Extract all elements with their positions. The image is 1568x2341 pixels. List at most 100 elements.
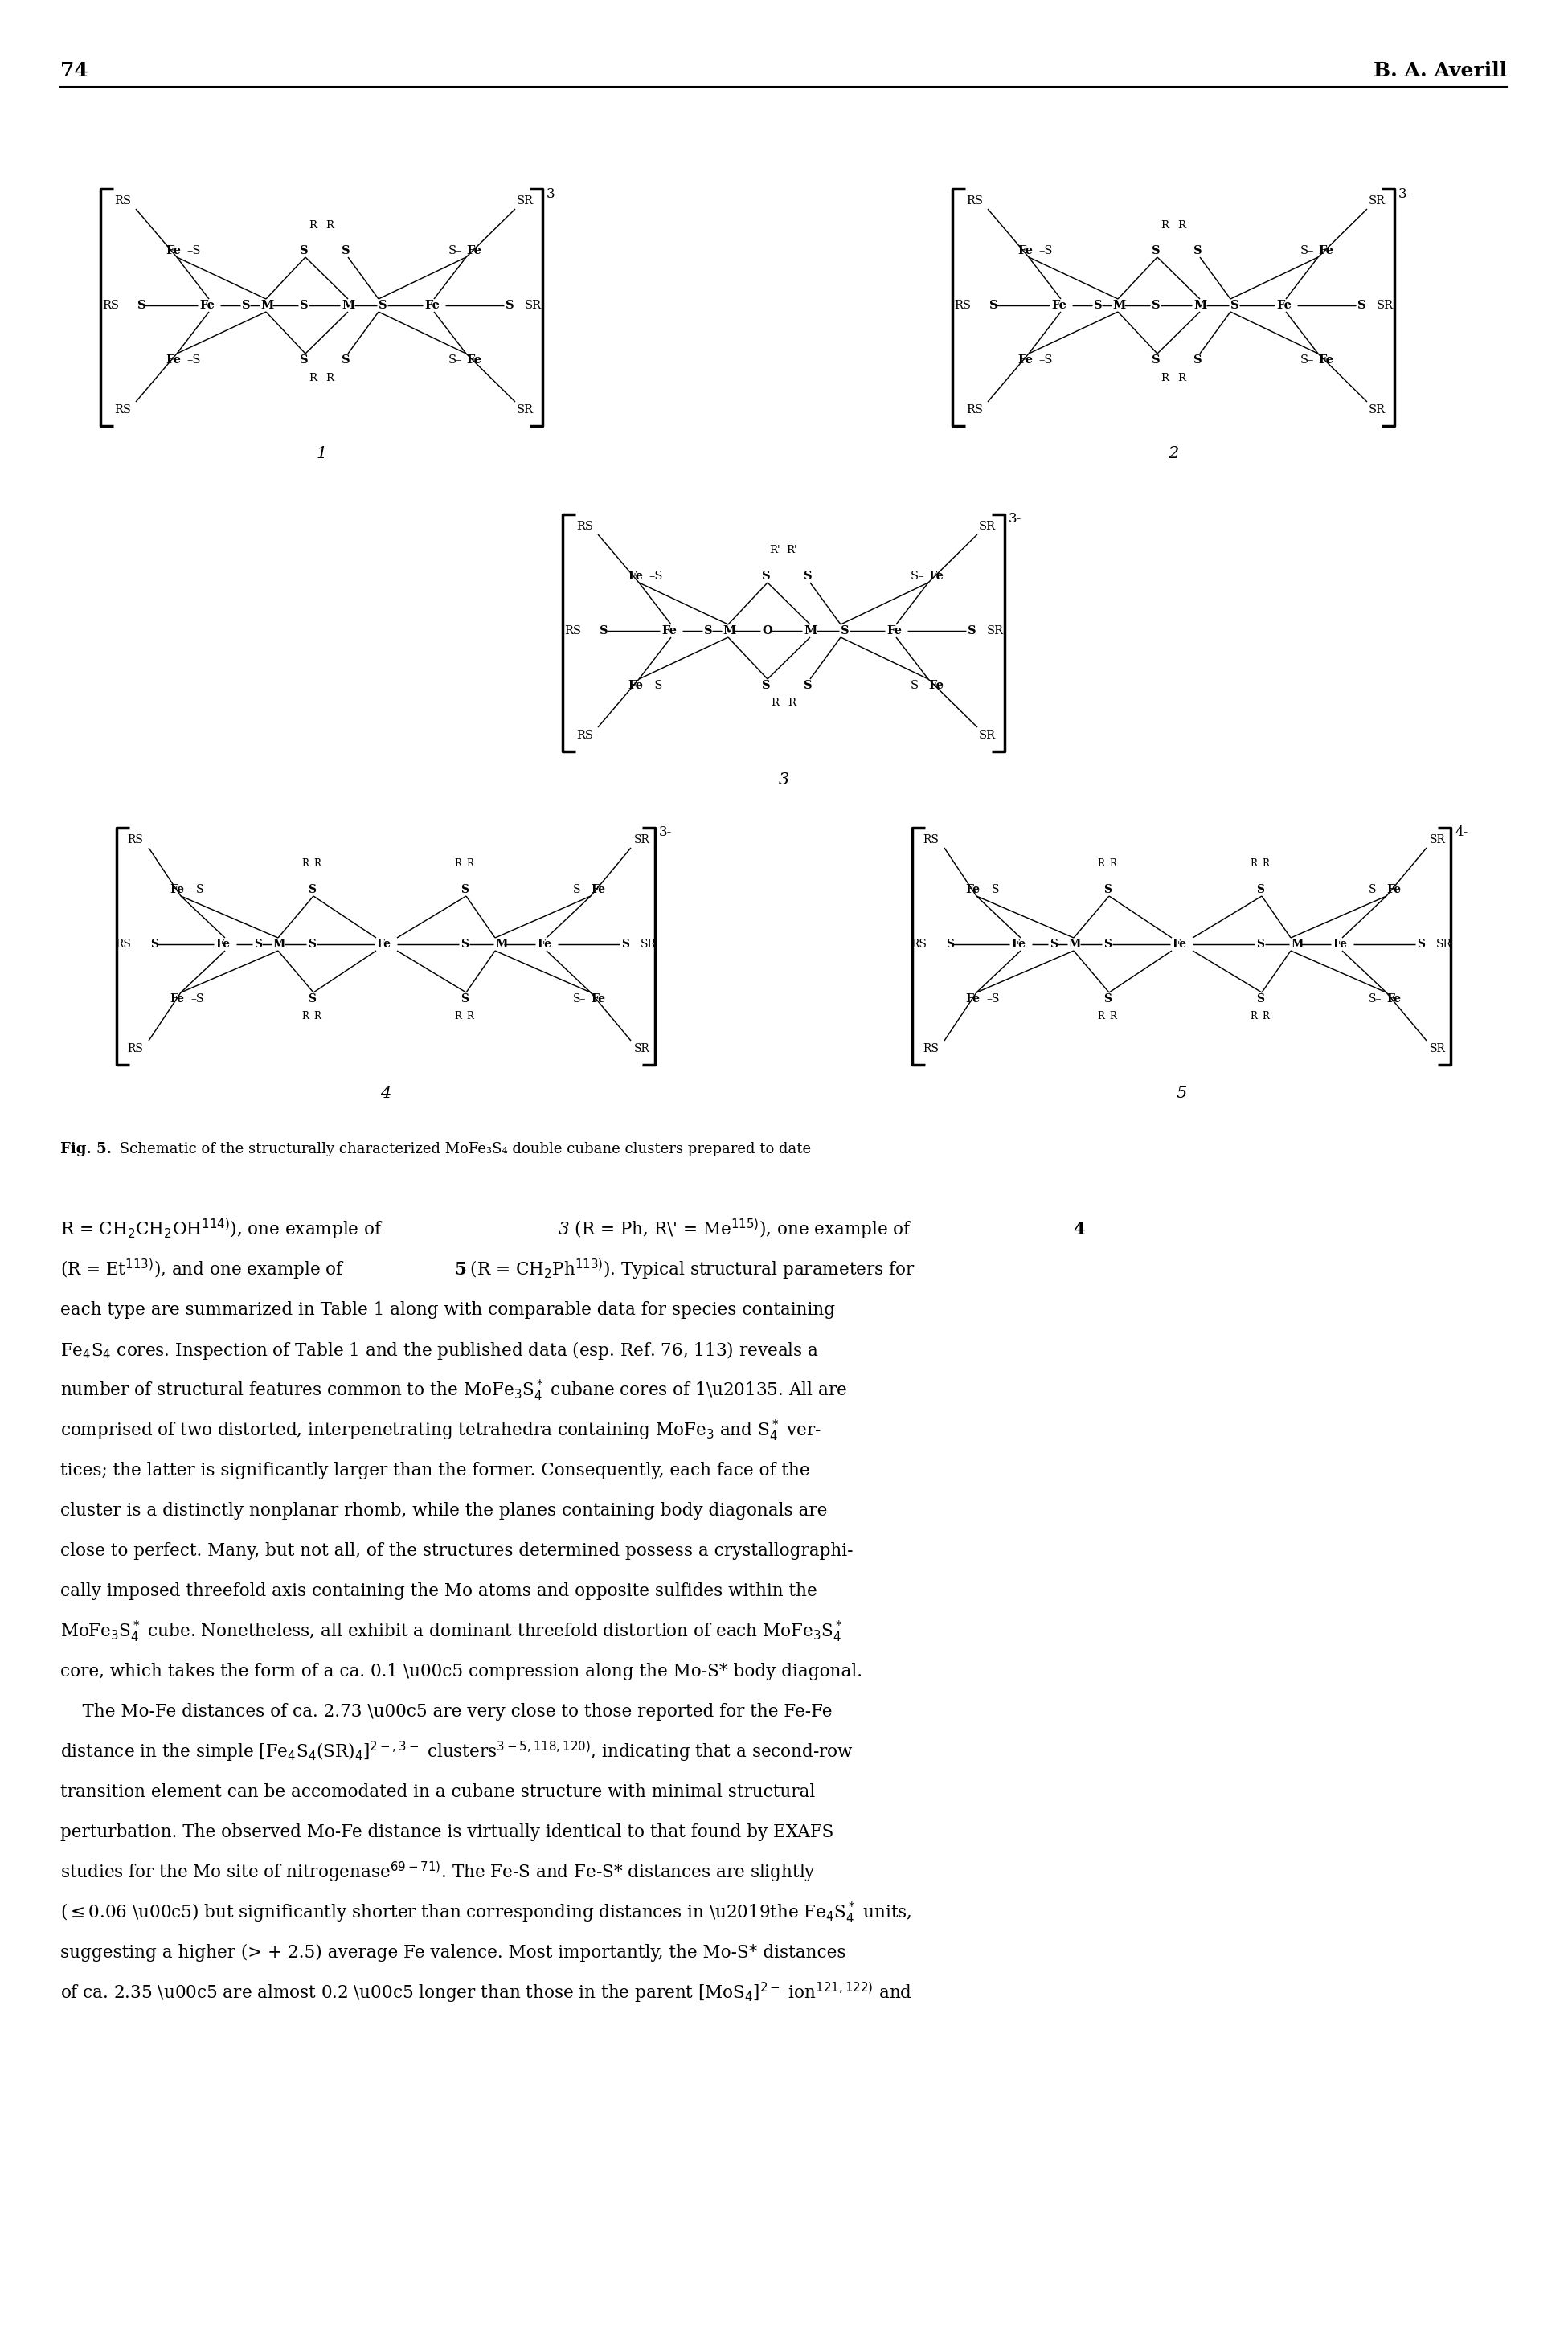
Text: R: R bbox=[1109, 859, 1116, 869]
Text: S: S bbox=[342, 353, 350, 365]
Text: SR: SR bbox=[517, 194, 533, 206]
Text: S: S bbox=[599, 625, 608, 637]
Text: Fe: Fe bbox=[376, 939, 390, 950]
Text: M: M bbox=[260, 300, 273, 311]
Text: Fe: Fe bbox=[466, 246, 481, 258]
Text: distance in the simple [Fe$_4$S$_4$(SR)$_4$]$^{2-, 3-}$ clusters$^{3-5, 118, 120: distance in the simple [Fe$_4$S$_4$(SR)$… bbox=[60, 1739, 853, 1765]
Text: SR: SR bbox=[525, 300, 541, 311]
Text: R': R' bbox=[770, 545, 781, 555]
Text: each type are summarized in Table 1 along with comparable data for species conta: each type are summarized in Table 1 alon… bbox=[60, 1302, 836, 1318]
Text: 3-: 3- bbox=[1399, 187, 1411, 201]
Text: RS: RS bbox=[922, 1044, 939, 1053]
Text: R: R bbox=[309, 220, 317, 229]
Text: Fe: Fe bbox=[1276, 300, 1292, 311]
Text: RS: RS bbox=[114, 939, 130, 950]
Text: Fe: Fe bbox=[627, 571, 643, 583]
Text: cally imposed threefold axis containing the Mo atoms and opposite sulfides withi: cally imposed threefold axis containing … bbox=[60, 1583, 817, 1599]
Text: number of structural features common to the MoFe$_3$S$_4^*$ cubane cores of 1\u2: number of structural features common to … bbox=[60, 1379, 847, 1402]
Text: RS: RS bbox=[127, 1044, 143, 1053]
Text: –S: –S bbox=[187, 246, 201, 258]
Text: Fe: Fe bbox=[591, 993, 605, 1004]
Text: Fe: Fe bbox=[928, 679, 944, 691]
Text: 3: 3 bbox=[778, 773, 789, 787]
Text: S: S bbox=[1104, 939, 1112, 950]
Text: R: R bbox=[771, 698, 779, 709]
Text: S: S bbox=[307, 993, 315, 1004]
Text: R: R bbox=[1250, 859, 1258, 869]
Text: Fe: Fe bbox=[1386, 993, 1400, 1004]
Text: core, which takes the form of a ca. 0.1 \u00c5 compression along the Mo-S* body : core, which takes the form of a ca. 0.1 … bbox=[60, 1662, 862, 1681]
Text: S: S bbox=[307, 885, 315, 894]
Text: RS: RS bbox=[114, 194, 132, 206]
Text: R: R bbox=[1178, 372, 1185, 384]
Text: S: S bbox=[378, 300, 387, 311]
Text: 5: 5 bbox=[455, 1262, 466, 1278]
Text: R: R bbox=[455, 859, 461, 869]
Text: R: R bbox=[1098, 859, 1104, 869]
Text: S: S bbox=[299, 246, 309, 258]
Text: R: R bbox=[466, 859, 474, 869]
Text: –S: –S bbox=[986, 993, 999, 1004]
Text: S–: S– bbox=[911, 679, 925, 691]
Text: Fe: Fe bbox=[966, 993, 980, 1004]
Text: Fe: Fe bbox=[1319, 353, 1333, 365]
Text: M: M bbox=[1068, 939, 1080, 950]
Text: S: S bbox=[1151, 246, 1160, 258]
Text: 74: 74 bbox=[60, 61, 88, 80]
Text: S–: S– bbox=[1369, 885, 1381, 894]
Text: S: S bbox=[151, 939, 158, 950]
Text: SR: SR bbox=[1377, 300, 1394, 311]
Text: S: S bbox=[461, 885, 469, 894]
Text: Fe$_4$S$_4$ cores. Inspection of Table 1 and the published data (esp. Ref. 76, 1: Fe$_4$S$_4$ cores. Inspection of Table 1… bbox=[60, 1339, 818, 1360]
Text: S: S bbox=[1256, 939, 1264, 950]
Text: S: S bbox=[241, 300, 251, 311]
Text: S: S bbox=[1193, 246, 1203, 258]
Text: R: R bbox=[1250, 1011, 1258, 1021]
Text: SR: SR bbox=[641, 939, 657, 950]
Text: S: S bbox=[307, 939, 315, 950]
Text: of ca. 2.35 \u00c5 are almost 0.2 \u00c5 longer than those in the parent [MoS$_4: of ca. 2.35 \u00c5 are almost 0.2 \u00c5… bbox=[60, 1980, 913, 2006]
Text: M: M bbox=[273, 939, 285, 950]
Text: Fe: Fe bbox=[627, 679, 643, 691]
Text: studies for the Mo site of nitrogenase$^{69-71)}$. The Fe-S and Fe-S* distances : studies for the Mo site of nitrogenase$^… bbox=[60, 1861, 815, 1885]
Text: Fe: Fe bbox=[536, 939, 552, 950]
Text: Fe: Fe bbox=[1011, 939, 1025, 950]
Text: suggesting a higher (> + 2.5) average Fe valence. Most importantly, the Mo-S* di: suggesting a higher (> + 2.5) average Fe… bbox=[60, 1943, 845, 1962]
Text: S: S bbox=[762, 571, 770, 583]
Text: S: S bbox=[461, 939, 469, 950]
Text: R: R bbox=[301, 859, 309, 869]
Text: 4: 4 bbox=[1073, 1220, 1085, 1238]
Text: S–: S– bbox=[1300, 246, 1314, 258]
Text: Fe: Fe bbox=[1171, 939, 1187, 950]
Text: Fe: Fe bbox=[215, 939, 230, 950]
Text: Fe: Fe bbox=[425, 300, 439, 311]
Text: SR: SR bbox=[1369, 194, 1386, 206]
Text: R: R bbox=[1262, 1011, 1269, 1021]
Text: S–: S– bbox=[1369, 993, 1381, 1004]
Text: R: R bbox=[466, 1011, 474, 1021]
Text: Fe: Fe bbox=[1051, 300, 1066, 311]
Text: S: S bbox=[1193, 353, 1203, 365]
Text: SR: SR bbox=[978, 520, 996, 531]
Text: Fe: Fe bbox=[169, 885, 183, 894]
Text: SR: SR bbox=[986, 625, 1004, 637]
Text: Fe: Fe bbox=[886, 625, 902, 637]
Text: tices; the latter is significantly larger than the former. Consequently, each fa: tices; the latter is significantly large… bbox=[60, 1461, 809, 1480]
Text: M: M bbox=[495, 939, 508, 950]
Text: Fe: Fe bbox=[166, 353, 180, 365]
Text: RS: RS bbox=[911, 939, 927, 950]
Text: S–: S– bbox=[572, 885, 586, 894]
Text: Fe: Fe bbox=[1018, 246, 1033, 258]
Text: –S: –S bbox=[1038, 246, 1052, 258]
Text: M: M bbox=[1193, 300, 1206, 311]
Text: R: R bbox=[309, 372, 317, 384]
Text: 2: 2 bbox=[1168, 447, 1179, 461]
Text: –S: –S bbox=[190, 993, 204, 1004]
Text: 3-: 3- bbox=[1008, 513, 1022, 527]
Text: RS: RS bbox=[127, 833, 143, 845]
Text: S–: S– bbox=[448, 246, 463, 258]
Text: S: S bbox=[946, 939, 953, 950]
Text: SR: SR bbox=[1430, 1044, 1446, 1053]
Text: RS: RS bbox=[966, 405, 983, 414]
Text: S: S bbox=[342, 246, 350, 258]
